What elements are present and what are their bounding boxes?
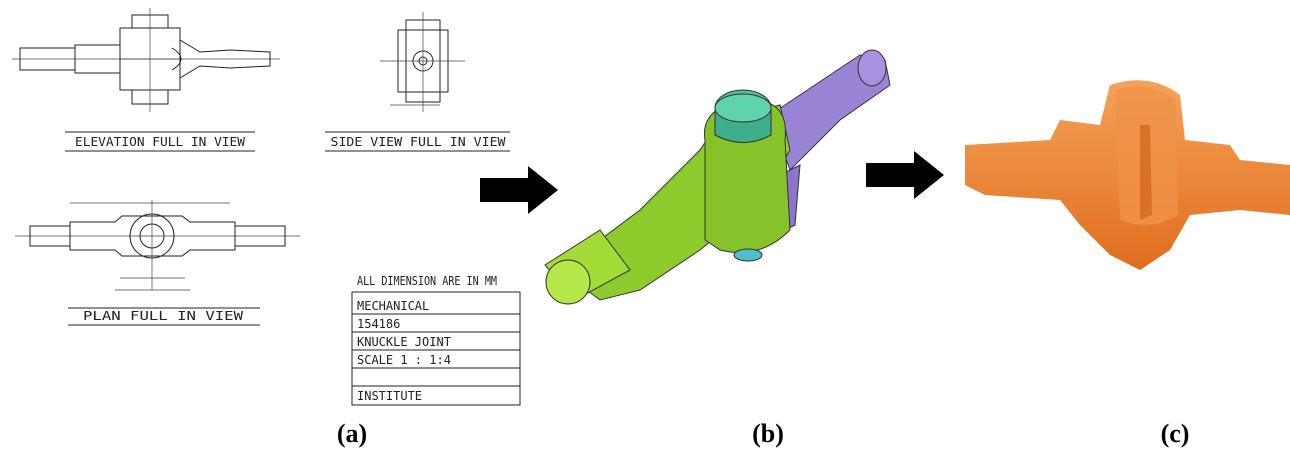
- title-block-row: MECHANICAL: [357, 299, 429, 313]
- arrow: [480, 166, 558, 214]
- title-block-row: INSTITUTE: [357, 389, 422, 403]
- plan-drawing: [15, 200, 300, 290]
- view-caption: ELEVATION FULL IN VIEW: [75, 135, 246, 149]
- view-caption: SIDE VIEW FULL IN VIEW: [331, 135, 507, 149]
- panel-label: (a): [337, 419, 367, 448]
- title-block: ALL DIMENSION ARE IN MM MECHANICAL 15418…: [352, 274, 520, 405]
- elevation-drawing: [12, 8, 280, 112]
- printed-part: [965, 80, 1290, 270]
- cad-model: [545, 50, 890, 304]
- panel-label: (b): [752, 419, 784, 448]
- arrow: [866, 151, 944, 199]
- title-block-row: SCALE 1 : 1:4: [357, 353, 451, 367]
- side-drawing: [380, 12, 465, 112]
- title-block-header: ALL DIMENSION ARE IN MM: [357, 274, 497, 288]
- title-block-row: KNUCKLE JOINT: [357, 335, 451, 349]
- panel-label: (c): [1161, 419, 1190, 448]
- view-caption: PLAN FULL IN VIEW: [83, 309, 244, 323]
- page: {"panels": [ {"label": "(a)", "views": […: [0, 0, 1290, 455]
- title-block-row: 154186: [357, 317, 400, 331]
- figure: ELEVATION FULL IN VIEW SIDE VIEW FULL IN…: [0, 0, 1290, 455]
